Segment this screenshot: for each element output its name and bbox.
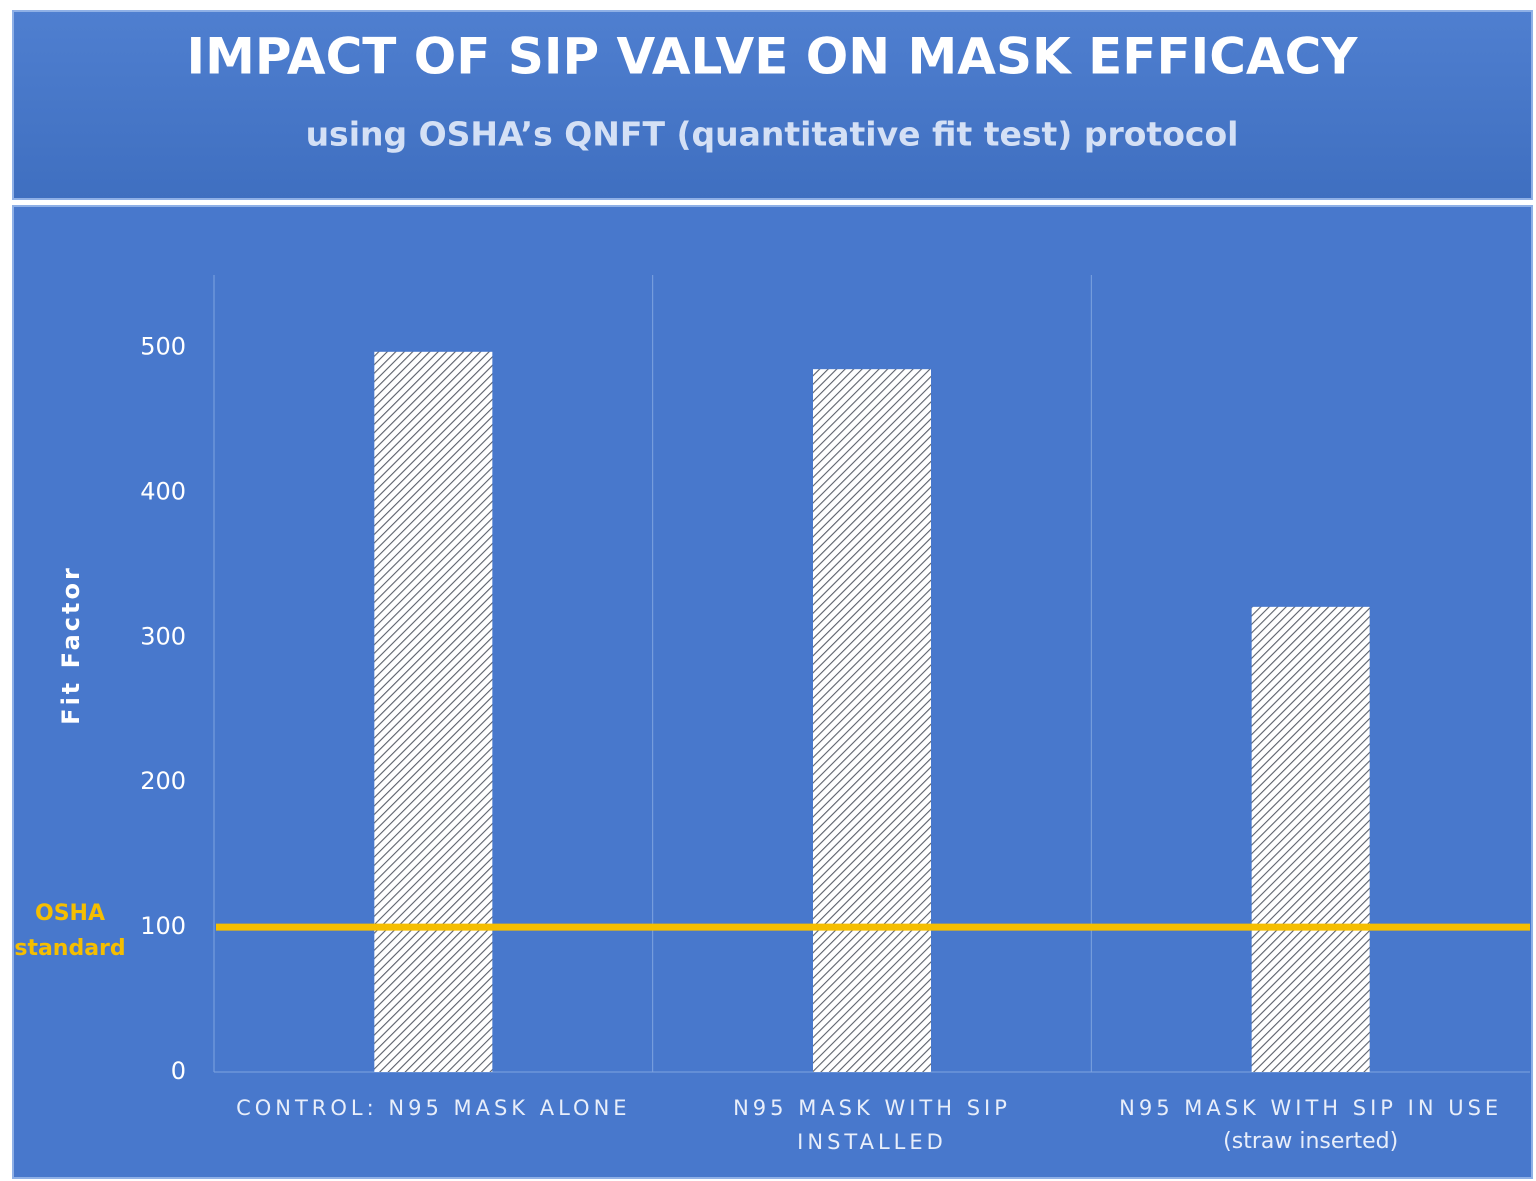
x-tick-label: CONTROL: N95 MASK ALONE [218, 1091, 648, 1125]
y-tick-label: 200 [140, 767, 186, 795]
y-tick-label: 400 [140, 477, 186, 505]
y-tick-label: 300 [140, 622, 186, 650]
reference-label: OSHA [35, 901, 105, 926]
y-tick-label: 0 [171, 1057, 186, 1085]
header-panel [12, 10, 1533, 200]
y-tick-label: 100 [140, 912, 186, 940]
bar [813, 369, 931, 1072]
x-tick-label: N95 MASK WITH SIP INSTALLED [657, 1091, 1087, 1159]
bar [1251, 606, 1370, 1072]
category-name: N95 MASK WITH SIP INSTALLED [733, 1096, 1011, 1154]
x-tick-label: N95 MASK WITH SIP IN USE (straw inserted) [1096, 1091, 1526, 1159]
chart-title: IMPACT OF SIP VALVE ON MASK EFFICACY [186, 28, 1358, 86]
y-axis-label: Fit Factor [57, 565, 85, 725]
chart-subtitle: using OSHA’s QNFT (quantitative fit test… [306, 115, 1239, 154]
reference-label: standard [14, 936, 125, 961]
y-tick-label: 500 [140, 332, 186, 360]
category-name: N95 MASK WITH SIP IN USE [1119, 1096, 1503, 1120]
category-note: (straw inserted) [1223, 1129, 1399, 1154]
category-name: CONTROL: N95 MASK ALONE [236, 1096, 631, 1120]
bar [374, 351, 493, 1072]
